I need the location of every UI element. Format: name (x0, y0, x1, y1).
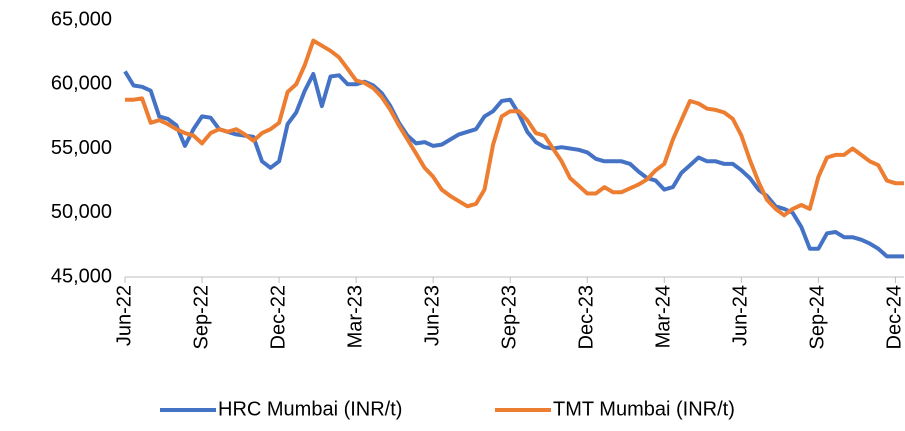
x-tick-label: Mar-23 (344, 285, 366, 348)
y-tick-label: 50,000 (51, 201, 112, 223)
line-series (125, 38, 904, 218)
y-tick-label: 65,000 (51, 8, 112, 30)
x-tick-label: Jun-24 (730, 285, 752, 346)
x-tick-label: Sep-24 (807, 285, 829, 350)
y-tick-label: 60,000 (51, 73, 112, 95)
x-tick-label: Sep-23 (499, 285, 521, 350)
x-tick-label: Dec-23 (576, 285, 598, 349)
x-tick-label: Dec-22 (267, 285, 289, 349)
y-tick-label: 45,000 (51, 265, 112, 287)
x-tick-label: Dec-24 (884, 285, 905, 349)
legend-label: HRC Mumbai (INR/t) (218, 398, 402, 420)
y-tick-label: 55,000 (51, 137, 112, 159)
x-tick-label: Jun-23 (421, 285, 443, 346)
x-tick-label: Mar-24 (653, 285, 675, 348)
line-series (123, 70, 904, 259)
x-tick-label: Jun-22 (113, 285, 135, 346)
legend-label: TMT Mumbai (INR/t) (553, 398, 735, 420)
x-tick-label: Sep-22 (190, 285, 212, 350)
